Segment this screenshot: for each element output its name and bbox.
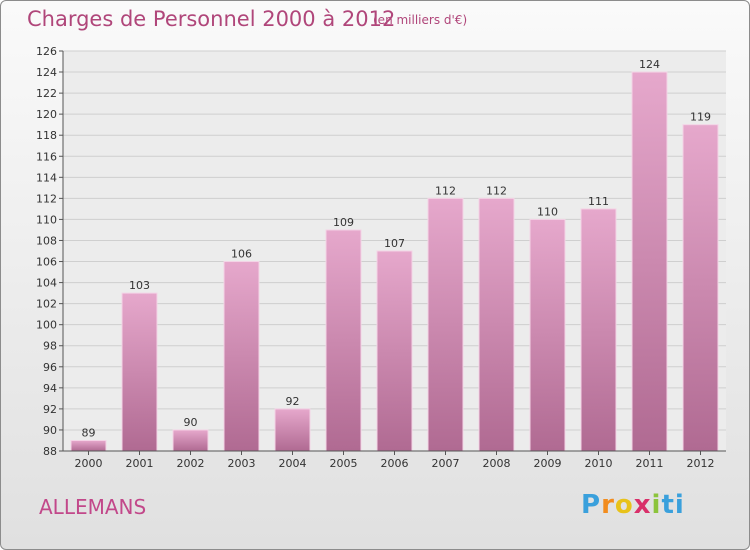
x-tick-label: 2001 bbox=[126, 457, 154, 470]
y-tick-label: 124 bbox=[36, 66, 57, 79]
bar-value-label: 92 bbox=[286, 395, 300, 408]
y-tick-label: 98 bbox=[43, 340, 57, 353]
bar-value-label: 110 bbox=[537, 205, 558, 218]
y-tick-label: 88 bbox=[43, 445, 57, 458]
bar-2004 bbox=[274, 408, 311, 452]
bar-value-label: 124 bbox=[639, 58, 660, 71]
y-tick-label: 94 bbox=[43, 382, 57, 395]
bar-2012 bbox=[682, 124, 719, 452]
x-tick-label: 2012 bbox=[687, 457, 715, 470]
x-tick-label: 2008 bbox=[483, 457, 511, 470]
y-tick-label: 116 bbox=[36, 150, 57, 163]
logo-letter: i bbox=[651, 490, 662, 520]
y-tick-label: 114 bbox=[36, 171, 57, 184]
y-tick-label: 112 bbox=[36, 192, 57, 205]
y-tick-label: 126 bbox=[36, 45, 57, 58]
logo-letter: o bbox=[614, 490, 634, 520]
y-tick-label: 102 bbox=[36, 298, 57, 311]
y-tick-label: 104 bbox=[36, 277, 57, 290]
x-tick-label: 2003 bbox=[228, 457, 256, 470]
x-tick-label: 2004 bbox=[279, 457, 307, 470]
chart-subtitle: (en milliers d'€) bbox=[373, 13, 468, 27]
x-tick-label: 2006 bbox=[381, 457, 409, 470]
x-tick-label: 2000 bbox=[75, 457, 103, 470]
y-tick-label: 100 bbox=[36, 319, 57, 332]
y-tick-label: 110 bbox=[36, 213, 57, 226]
bar-value-label: 103 bbox=[129, 279, 150, 292]
logo-letter: r bbox=[601, 490, 615, 520]
y-axis: 88 90 92 94 96 98 100 102 104 106 108 110 112 114 116 1… bbox=[36, 45, 726, 458]
x-tick-label: 2002 bbox=[177, 457, 205, 470]
bar-2010 bbox=[580, 208, 617, 452]
y-tick-label: 118 bbox=[36, 129, 57, 142]
bar-2000 bbox=[70, 439, 107, 452]
bar-2003 bbox=[223, 261, 260, 452]
y-tick-label: 96 bbox=[43, 361, 57, 374]
bar-value-label: 112 bbox=[435, 184, 456, 197]
bar-value-label: 89 bbox=[82, 426, 96, 439]
bar-2009 bbox=[529, 218, 566, 452]
x-tick-label: 2011 bbox=[636, 457, 664, 470]
bars: 89 103 90 106 92 109 107 112 112 110 111 124 119 bbox=[70, 58, 719, 452]
bar-value-label: 111 bbox=[588, 195, 609, 208]
bar-2006 bbox=[376, 250, 413, 452]
x-tick-label: 2010 bbox=[585, 457, 613, 470]
y-tick-label: 108 bbox=[36, 234, 57, 247]
bar-value-label: 90 bbox=[184, 416, 198, 429]
x-tick-label: 2005 bbox=[330, 457, 358, 470]
bar-2002 bbox=[172, 429, 209, 452]
bar-2011 bbox=[631, 71, 668, 452]
place-name: ALLEMANS bbox=[39, 495, 147, 519]
bar-2005 bbox=[325, 229, 362, 452]
y-tick-label: 106 bbox=[36, 256, 57, 269]
chart-title: Charges de Personnel 2000 à 2012 bbox=[27, 7, 396, 31]
y-tick-label: 120 bbox=[36, 108, 57, 121]
logo-letter: x bbox=[633, 490, 652, 520]
x-tick-label: 2007 bbox=[432, 457, 460, 470]
bar-value-label: 106 bbox=[231, 248, 252, 261]
x-axis: 2000 2001 2002 2003 2004 2005 2006 2007 2008 2009… bbox=[75, 451, 715, 470]
proxiti-logo: Proxiti bbox=[581, 490, 685, 520]
y-tick-label: 92 bbox=[43, 403, 57, 416]
y-tick-label: 122 bbox=[36, 87, 57, 100]
bar-value-label: 109 bbox=[333, 216, 354, 229]
logo-letter: ti bbox=[661, 490, 685, 520]
bar-value-label: 112 bbox=[486, 184, 507, 197]
y-tick-label: 90 bbox=[43, 424, 57, 437]
logo-letter: P bbox=[581, 490, 602, 520]
bar-value-label: 107 bbox=[384, 237, 405, 250]
x-tick-label: 2009 bbox=[534, 457, 562, 470]
bar-2008 bbox=[478, 197, 515, 452]
bar-2007 bbox=[427, 197, 464, 452]
bar-value-label: 119 bbox=[690, 111, 711, 124]
bar-2001 bbox=[121, 292, 158, 452]
